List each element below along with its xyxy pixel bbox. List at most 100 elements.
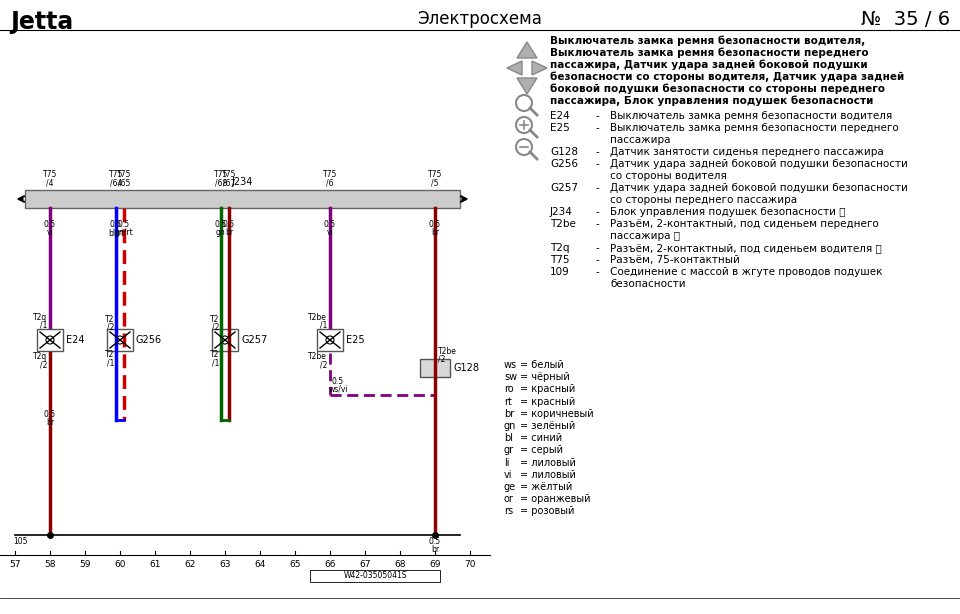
Text: -: - (596, 219, 600, 229)
Text: E25: E25 (550, 123, 569, 133)
Text: gn: gn (504, 421, 516, 431)
Text: = чёрный: = чёрный (520, 372, 569, 382)
Text: T75: T75 (214, 170, 228, 179)
Text: ws: ws (504, 360, 517, 370)
Text: rs: rs (504, 507, 514, 516)
Text: 60: 60 (114, 560, 126, 569)
Text: T75: T75 (108, 170, 123, 179)
Text: /1: /1 (320, 321, 327, 330)
Text: T75: T75 (43, 170, 58, 179)
Text: T75: T75 (222, 170, 236, 179)
Text: = оранжевый: = оранжевый (520, 494, 590, 504)
Text: №  35 / 6: № 35 / 6 (861, 10, 950, 29)
Text: = жёлтый: = жёлтый (520, 482, 572, 492)
Bar (317, 329, 343, 351)
Bar (212, 329, 238, 351)
Text: G257: G257 (550, 183, 578, 193)
Text: T2be: T2be (550, 219, 576, 229)
Text: = белый: = белый (520, 360, 564, 370)
Text: = лиловый: = лиловый (520, 457, 576, 468)
Text: 69: 69 (429, 560, 441, 569)
Text: пассажира: пассажира (610, 135, 670, 145)
Bar (37, 329, 63, 351)
Text: /1: /1 (39, 321, 47, 330)
Text: 65: 65 (289, 560, 300, 569)
Text: li: li (504, 457, 510, 468)
Text: = розовый: = розовый (520, 507, 574, 516)
Text: 62: 62 (184, 560, 196, 569)
Text: 63: 63 (219, 560, 230, 569)
Text: G128: G128 (453, 363, 479, 373)
Text: br: br (431, 545, 439, 554)
Text: 0.5: 0.5 (118, 220, 130, 229)
Text: T2be: T2be (438, 347, 457, 356)
Text: 0.5: 0.5 (324, 220, 336, 229)
Text: E25: E25 (346, 335, 365, 345)
Text: /1: /1 (211, 358, 219, 367)
Text: 67: 67 (359, 560, 371, 569)
Text: 64: 64 (254, 560, 266, 569)
Bar (107, 329, 133, 351)
Text: Блок управления подушек безопасности 📷: Блок управления подушек безопасности 📷 (610, 207, 846, 217)
Polygon shape (517, 78, 537, 94)
Text: 59: 59 (80, 560, 91, 569)
Text: 0.5: 0.5 (110, 220, 122, 229)
Text: Соединение с массой в жгуте проводов подушек: Соединение с массой в жгуте проводов под… (610, 267, 882, 277)
Text: Jetta: Jetta (10, 10, 73, 34)
Text: 0.5: 0.5 (332, 377, 344, 386)
Text: gn/rt: gn/rt (114, 228, 133, 237)
Text: E24: E24 (66, 335, 84, 345)
Text: 0.5: 0.5 (429, 220, 441, 229)
Text: vi: vi (47, 228, 54, 237)
Text: T75: T75 (323, 170, 337, 179)
Text: E24: E24 (550, 111, 569, 121)
Polygon shape (532, 61, 547, 75)
Text: T2q: T2q (550, 243, 569, 253)
Text: Датчик удара задней боковой подушки безопасности: Датчик удара задней боковой подушки безо… (610, 183, 908, 193)
Text: T2: T2 (209, 350, 219, 359)
Text: ro: ro (504, 384, 514, 394)
Text: T2: T2 (209, 315, 219, 324)
Text: Разъём, 2-контактный, под сиденьем переднего: Разъём, 2-контактный, под сиденьем перед… (610, 219, 878, 229)
Text: -: - (596, 267, 600, 277)
Text: Выключатель замка ремня безопасности переднего: Выключатель замка ремня безопасности пер… (550, 48, 869, 58)
Text: = серый: = серый (520, 445, 563, 456)
Text: G256: G256 (136, 335, 162, 345)
Text: -: - (596, 159, 600, 169)
Text: gn: gn (216, 228, 226, 237)
Text: -: - (596, 123, 600, 133)
Text: -: - (596, 111, 600, 121)
Text: 105: 105 (13, 537, 28, 546)
Text: vi: vi (326, 228, 333, 237)
Text: Выключатель замка ремня безопасности водителя: Выключатель замка ремня безопасности вод… (610, 111, 892, 121)
Text: br: br (225, 228, 233, 237)
Text: or: or (504, 494, 514, 504)
Text: bl: bl (504, 433, 513, 443)
Text: ge: ge (504, 482, 516, 492)
Text: пассажира 📷: пассажира 📷 (610, 231, 680, 241)
Text: /67: /67 (223, 178, 235, 187)
Text: = красный: = красный (520, 384, 575, 394)
Text: /5: /5 (431, 178, 439, 187)
Text: Разъём, 75-контактный: Разъём, 75-контактный (610, 255, 740, 265)
Text: пассажира, Блок управления подушек безопасности: пассажира, Блок управления подушек безоп… (550, 96, 874, 106)
Text: br: br (504, 409, 515, 419)
Text: T2: T2 (105, 315, 114, 324)
Text: vi: vi (504, 470, 513, 480)
Text: 58: 58 (44, 560, 56, 569)
Text: T2q: T2q (33, 313, 47, 322)
Text: /6: /6 (326, 178, 334, 187)
Text: -: - (596, 183, 600, 193)
Text: -: - (596, 207, 600, 217)
Bar (26, 190, 460, 208)
Text: /2: /2 (39, 360, 47, 369)
Text: со стороны переднего пассажира: со стороны переднего пассажира (610, 195, 797, 205)
Text: /64: /64 (109, 178, 122, 187)
Text: bl/rt: bl/rt (108, 228, 124, 237)
Text: T2be: T2be (308, 313, 327, 322)
Text: /4: /4 (46, 178, 54, 187)
Text: /2: /2 (211, 323, 219, 332)
Text: T75: T75 (550, 255, 569, 265)
Text: rt: rt (504, 397, 512, 406)
Bar (310, 570, 440, 582)
